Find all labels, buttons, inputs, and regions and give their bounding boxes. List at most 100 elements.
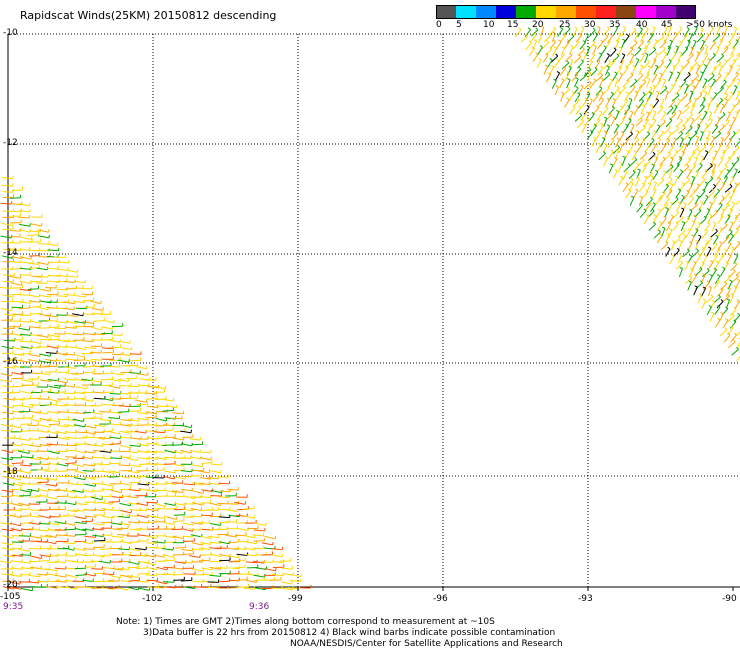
wind-barb	[577, 120, 584, 128]
wind-barb	[0, 202, 12, 205]
wind-barb	[683, 101, 692, 108]
wind-barb	[673, 60, 681, 69]
wind-barb	[621, 100, 628, 109]
wind-barb	[39, 417, 51, 422]
wind-barb	[608, 60, 616, 68]
wind-barb	[10, 203, 22, 206]
wind-barb-flag	[720, 299, 724, 302]
wind-barb-flag	[598, 52, 602, 55]
wind-barb	[8, 437, 21, 440]
wind-barb	[36, 456, 48, 461]
wind-barb-flag	[724, 327, 728, 331]
wind-barb	[145, 411, 157, 415]
wind-barb	[718, 66, 723, 75]
wind-barb-flag	[603, 45, 607, 48]
wind-barb	[39, 360, 51, 364]
wind-barb-flag	[728, 40, 732, 44]
wind-barb	[528, 48, 536, 57]
scale-swatch	[616, 5, 636, 19]
wind-barb	[620, 40, 626, 49]
wind-barb	[29, 241, 41, 243]
wind-barb-flag	[625, 91, 630, 94]
wind-barb-flag	[724, 281, 728, 284]
wind-barb	[99, 495, 111, 498]
wind-barb	[252, 534, 264, 537]
lon-label-90: -90	[722, 594, 737, 604]
wind-barb-flag	[649, 86, 653, 90]
wind-barb-flag	[652, 151, 656, 155]
wind-barb	[30, 275, 42, 278]
wind-barb	[680, 222, 686, 232]
wind-barb-flag	[603, 130, 608, 133]
wind-barb	[725, 299, 731, 309]
wind-barb	[234, 501, 246, 505]
wind-barb	[2, 417, 14, 420]
wind-barb	[1, 177, 13, 180]
wind-barb	[29, 477, 41, 480]
wind-barb	[56, 295, 68, 297]
wind-barb-flag	[716, 274, 721, 277]
wind-barb	[188, 528, 200, 531]
wind-barb	[126, 515, 138, 517]
wind-barb	[694, 52, 700, 62]
wind-barb	[719, 138, 724, 148]
wind-barb-flag	[274, 535, 277, 539]
wind-barb	[119, 353, 130, 357]
wind-barb	[702, 270, 710, 278]
wind-barb	[12, 541, 24, 543]
wind-barb	[172, 463, 184, 467]
wind-barb	[11, 306, 23, 309]
wind-barb	[0, 522, 12, 525]
wind-barb	[586, 86, 592, 95]
wind-barb-flag	[732, 268, 736, 272]
wind-barb	[579, 42, 586, 50]
wind-barb-flag	[137, 574, 139, 578]
wind-barb	[19, 223, 30, 227]
wind-barb	[63, 424, 75, 427]
wind-barb	[111, 372, 123, 376]
wind-barb	[699, 98, 706, 107]
wind-barb-flag	[730, 293, 734, 296]
wind-barb	[145, 566, 157, 571]
wind-barb	[1, 294, 13, 298]
wind-barb	[129, 444, 141, 447]
wind-barb	[557, 28, 564, 37]
wind-barb	[75, 295, 87, 298]
wind-barb-flag	[657, 208, 661, 212]
lat-label-20: -20	[3, 580, 18, 590]
wind-barb-flag	[668, 131, 672, 134]
wind-barb-flag	[619, 143, 623, 146]
wind-barb-flag	[676, 247, 680, 251]
wind-barb	[663, 126, 671, 135]
wind-barb-flag	[725, 45, 729, 49]
lon-label-102: -102	[142, 594, 163, 604]
wind-barb	[567, 35, 575, 43]
wind-barb	[109, 378, 121, 382]
wind-barb	[714, 178, 722, 187]
wind-barb	[237, 527, 249, 531]
wind-barb-flag	[578, 32, 582, 36]
wind-barb	[84, 332, 95, 336]
wind-barb	[2, 405, 14, 409]
wind-barb	[108, 501, 120, 503]
wind-barb	[39, 379, 51, 382]
wind-barb-flag	[643, 163, 647, 166]
wind-barb-flag	[675, 196, 679, 200]
wind-barb	[701, 299, 707, 309]
wind-barb	[261, 561, 273, 563]
wind-barb-flag	[736, 156, 740, 160]
wind-barb-flag	[693, 156, 698, 159]
wind-barb	[65, 456, 77, 458]
wind-barb	[664, 91, 669, 101]
wind-barb	[732, 169, 738, 179]
wind-barb	[718, 197, 725, 206]
wind-barb	[108, 339, 120, 343]
wind-barb	[128, 579, 140, 582]
wind-barb	[716, 301, 724, 309]
wind-barb	[629, 80, 638, 88]
wind-barb	[110, 334, 122, 337]
wind-barb-flag	[616, 85, 620, 89]
wind-barb-flag	[690, 90, 694, 93]
wind-barb-flag	[612, 98, 616, 101]
wind-barb	[190, 515, 202, 518]
